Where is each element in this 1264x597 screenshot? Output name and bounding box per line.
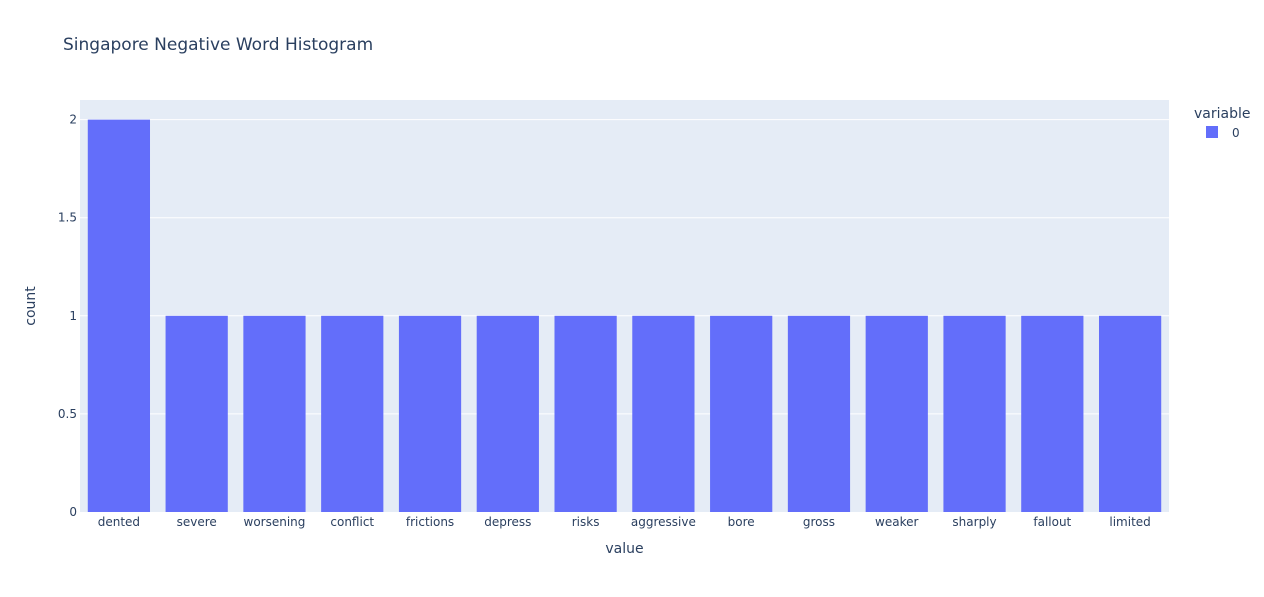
bar-conflict[interactable] <box>321 315 384 512</box>
bar-bore[interactable] <box>710 315 773 512</box>
x-tick-label: gross <box>803 515 835 529</box>
y-tick-label: 0 <box>69 505 77 519</box>
chart-title: Singapore Negative Word Histogram <box>63 35 373 55</box>
legend-label[interactable]: 0 <box>1232 126 1240 140</box>
x-tick-label: conflict <box>330 515 374 529</box>
x-tick-label: worsening <box>244 515 306 529</box>
bar-limited[interactable] <box>1098 315 1162 512</box>
y-tick-label: 0.5 <box>58 407 77 421</box>
legend-swatch[interactable] <box>1206 126 1218 138</box>
bar-dented[interactable] <box>87 119 151 512</box>
x-tick-label: sharply <box>952 515 996 529</box>
bar-frictions[interactable] <box>398 315 462 512</box>
x-axis-title: value <box>605 541 643 557</box>
x-tick-label: severe <box>177 515 217 529</box>
y-tick-label: 1.5 <box>58 211 77 225</box>
x-tick-label: fallout <box>1033 515 1071 529</box>
x-tick-label: limited <box>1109 515 1150 529</box>
y-axis-ticks: 0 0.5 1 1.5 2 <box>58 113 77 519</box>
x-tick-label: depress <box>484 515 531 529</box>
bar-worsening[interactable] <box>243 315 306 512</box>
x-tick-label: aggressive <box>631 515 696 529</box>
y-axis-title: count <box>23 286 39 326</box>
legend[interactable]: variable 0 <box>1194 106 1250 140</box>
bar-risks[interactable] <box>554 315 617 512</box>
bar-sharply[interactable] <box>943 315 1006 512</box>
x-tick-label: dented <box>98 515 140 529</box>
x-axis-ticks: dented severe worsening conflict frictions de… <box>98 515 1151 529</box>
bar-aggressive[interactable] <box>632 315 695 512</box>
x-tick-label: frictions <box>406 515 454 529</box>
bar-gross[interactable] <box>787 315 851 512</box>
bars <box>87 119 1162 512</box>
x-tick-label: weaker <box>875 515 918 529</box>
legend-title: variable <box>1194 106 1250 122</box>
y-tick-label: 2 <box>69 113 77 127</box>
bar-depress[interactable] <box>476 315 539 512</box>
x-tick-label: risks <box>572 515 600 529</box>
y-tick-label: 1 <box>69 309 77 323</box>
bar-fallout[interactable] <box>1021 315 1084 512</box>
x-tick-label: bore <box>728 515 755 529</box>
bar-severe[interactable] <box>165 315 228 512</box>
bar-weaker[interactable] <box>865 315 928 512</box>
